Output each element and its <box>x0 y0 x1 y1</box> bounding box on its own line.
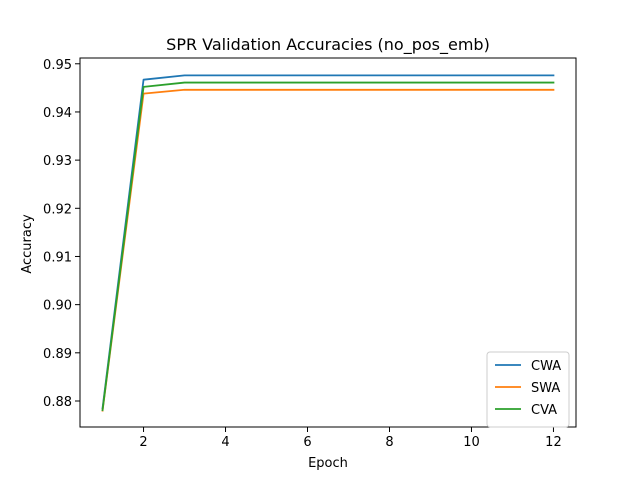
y-tick-label: 0.94 <box>43 106 72 121</box>
legend: CWA SWA CVA <box>486 351 570 428</box>
chart-title: SPR Validation Accuracies (no_pos_emb) <box>166 35 490 55</box>
x-tick-label: 10 <box>463 435 480 450</box>
x-axis: 2 4 6 8 10 12 <box>139 427 562 450</box>
x-tick-label: 8 <box>385 435 393 450</box>
plot-area <box>79 57 577 428</box>
y-tick-label: 0.91 <box>43 250 72 265</box>
series-lines <box>101 74 555 412</box>
series-line-cwa <box>101 74 555 410</box>
y-tick-label: 0.95 <box>43 58 72 73</box>
legend-label-cwa: CWA <box>531 359 561 374</box>
axes-frame <box>79 57 577 428</box>
x-axis-title: Epoch <box>308 456 348 471</box>
y-tick-label: 0.89 <box>43 347 72 362</box>
x-tick-label: 6 <box>303 435 311 450</box>
y-tick-label: 0.92 <box>43 202 72 217</box>
legend-label-cva: CVA <box>531 403 557 418</box>
y-tick-label: 0.90 <box>43 299 72 314</box>
x-tick-label: 2 <box>139 435 147 450</box>
y-axis: 0.88 0.89 0.90 0.91 0.92 0.93 0.94 0.95 <box>43 58 80 410</box>
x-tick-label: 12 <box>545 435 562 450</box>
series-line-cva <box>101 81 555 412</box>
x-tick-label: 4 <box>221 435 229 450</box>
y-axis-title: Accuracy <box>20 214 35 274</box>
legend-label-swa: SWA <box>531 381 560 396</box>
series-line-swa <box>101 88 555 412</box>
y-tick-label: 0.93 <box>43 154 72 169</box>
y-tick-label: 0.88 <box>43 395 72 410</box>
